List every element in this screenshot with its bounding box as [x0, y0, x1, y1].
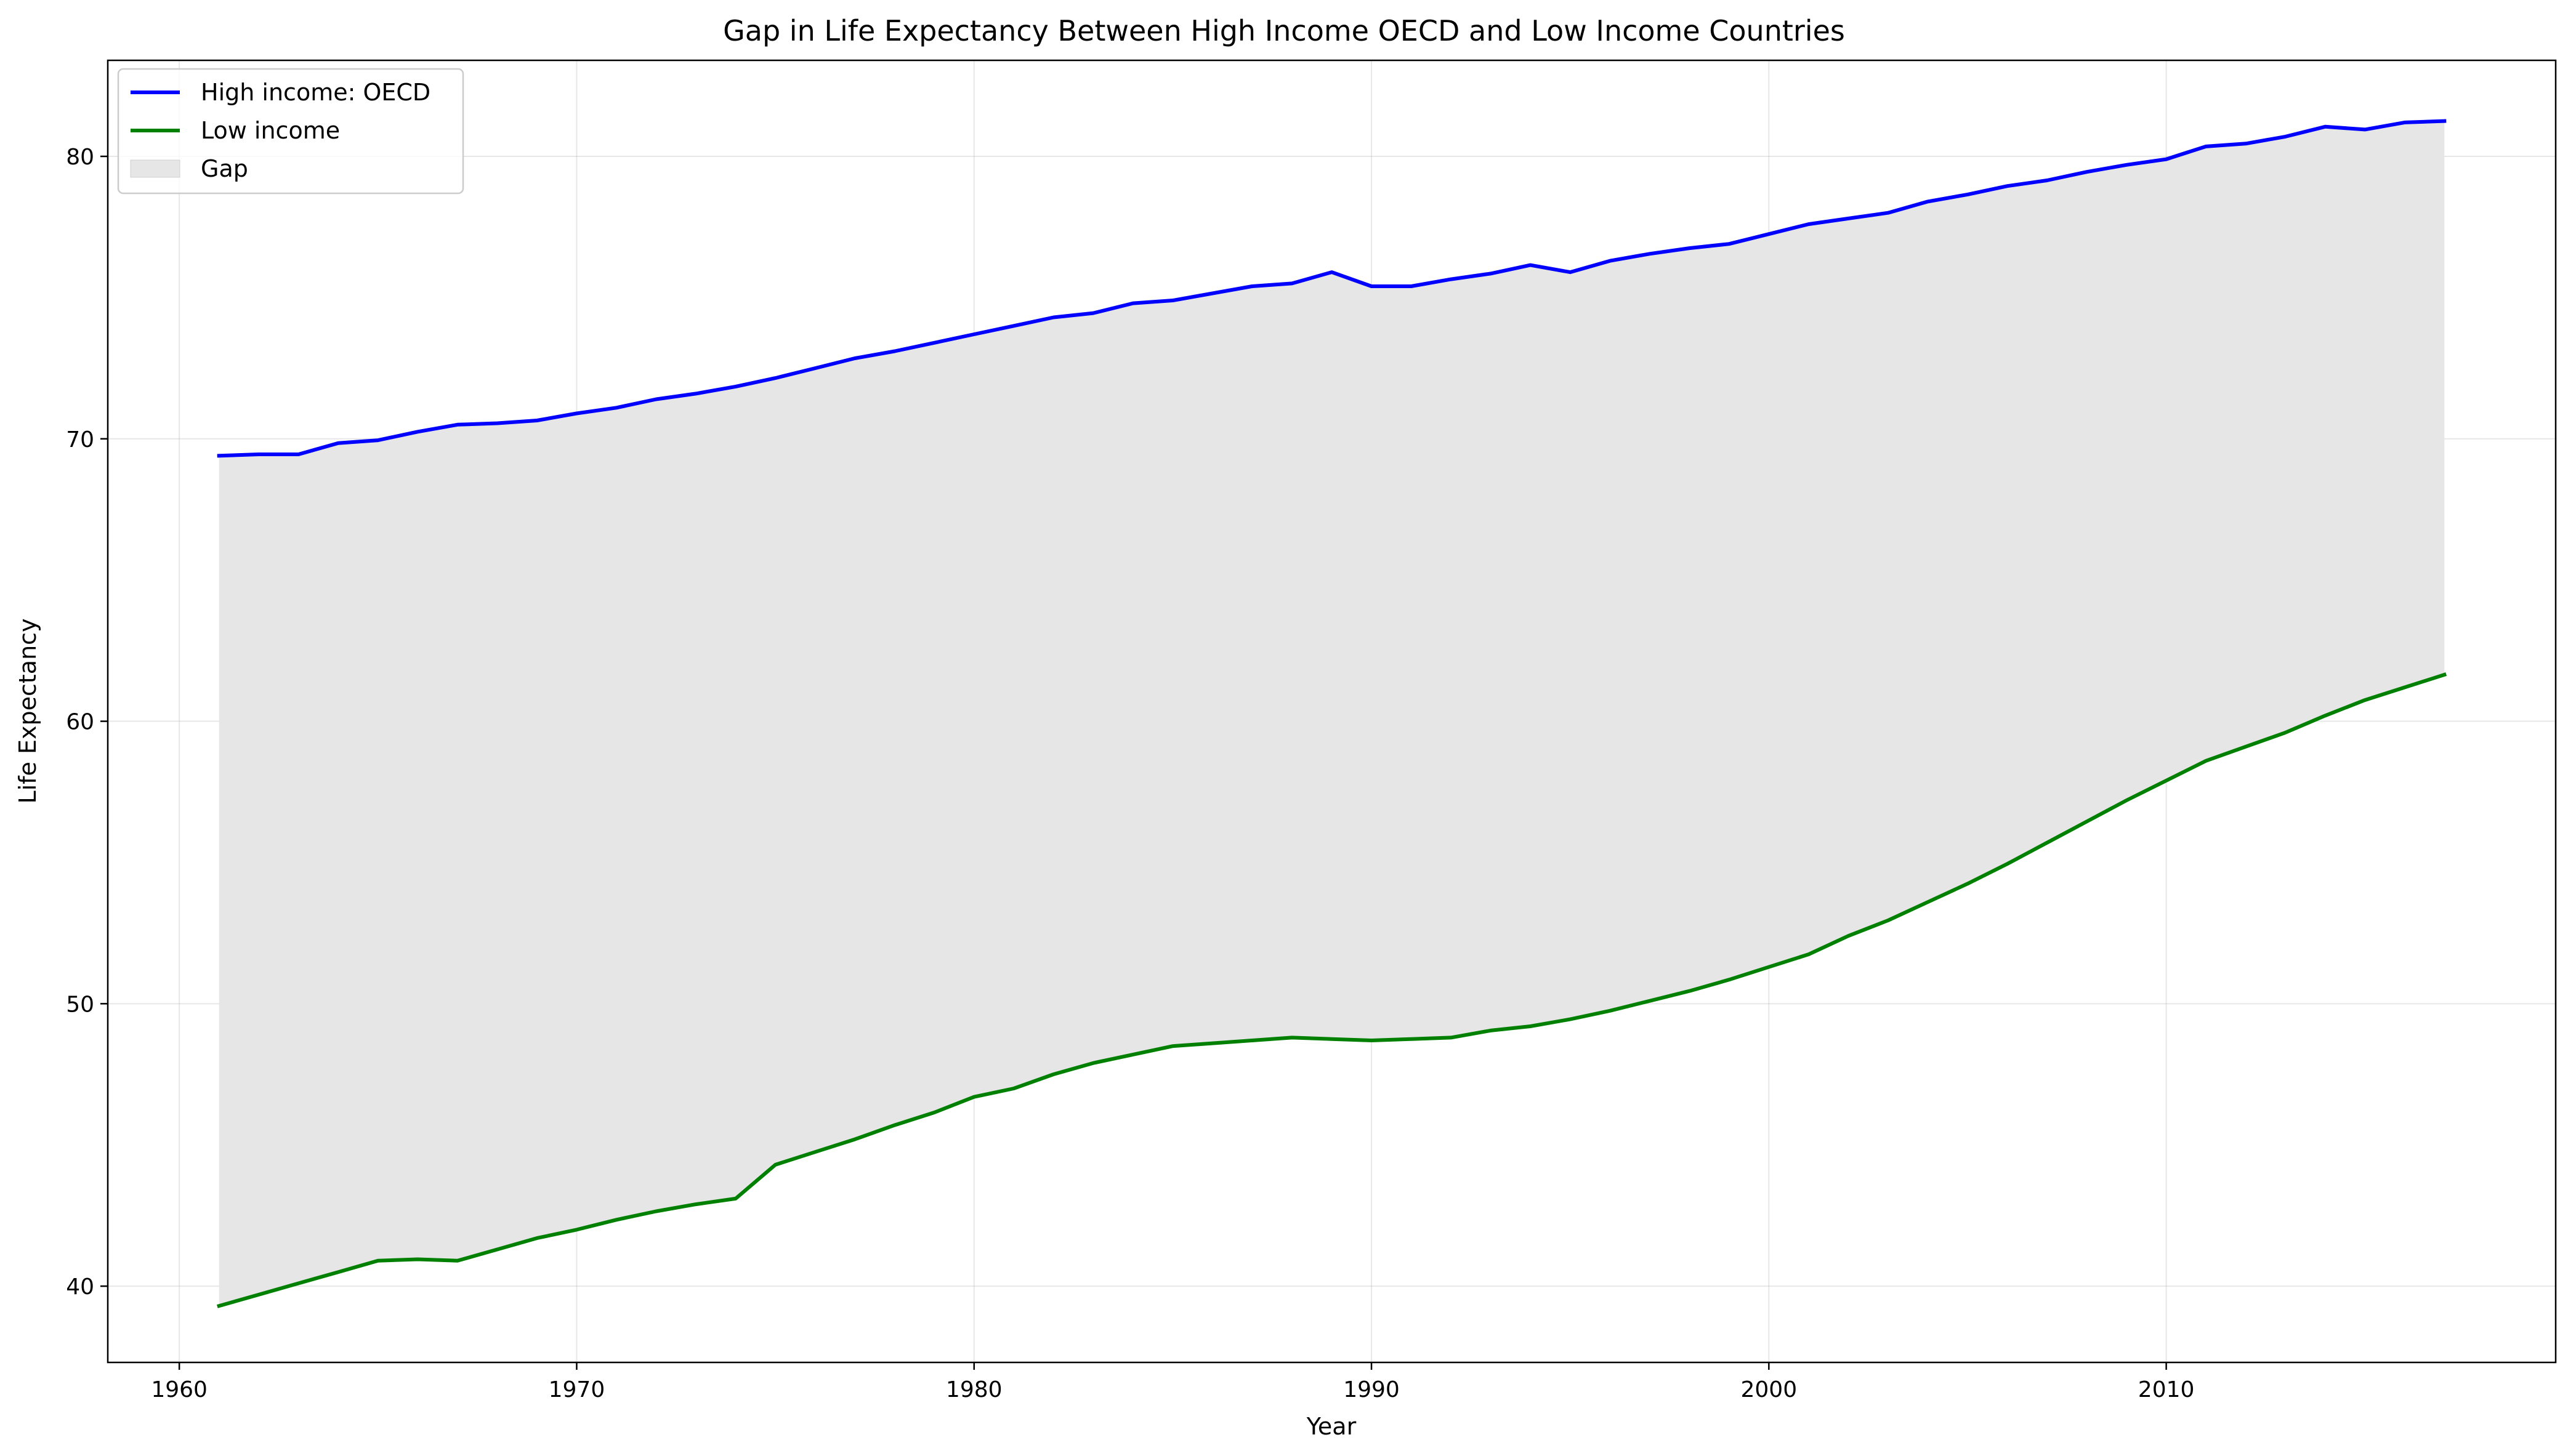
series-line-high-income [217, 119, 2447, 458]
y-tick-label: 50 [66, 992, 94, 1017]
x-tick-label: 1960 [151, 1377, 208, 1402]
gap-fill-area [219, 121, 2445, 1306]
x-axis-label: Year [1306, 1413, 1357, 1440]
y-tick-label: 40 [66, 1274, 94, 1300]
chart-title: Gap in Life Expectancy Between High Inco… [723, 14, 1845, 47]
legend-label-gap: Gap [201, 155, 248, 182]
x-tick-label: 1970 [549, 1377, 605, 1402]
y-tick-label: 80 [66, 145, 94, 170]
legend-box [117, 68, 464, 195]
legend-swatch-gap [130, 159, 180, 178]
tick-layer: 1960 1970 1980 1990 2000 2010 40 50 60 70 80 [66, 145, 2194, 1402]
y-tick-label: 60 [66, 710, 94, 735]
x-tick-label: 1990 [1343, 1377, 1400, 1402]
series-line-low-income [216, 672, 2447, 1308]
plot-frame [107, 59, 2557, 1364]
x-tick-label: 2010 [2138, 1377, 2195, 1402]
x-tick-label: 1980 [946, 1377, 1003, 1402]
x-tick-label: 2000 [1741, 1377, 1798, 1402]
legend-label-low-income: Low income [201, 117, 340, 144]
series-layer [216, 119, 2447, 1308]
legend-label-high-income: High income: OECD [201, 79, 430, 106]
gap-fill-layer [219, 121, 2445, 1306]
y-axis-label: Life Expectancy [14, 618, 41, 803]
y-tick-label: 70 [66, 427, 94, 452]
legend: High income: OECD Low income Gap [117, 68, 464, 195]
